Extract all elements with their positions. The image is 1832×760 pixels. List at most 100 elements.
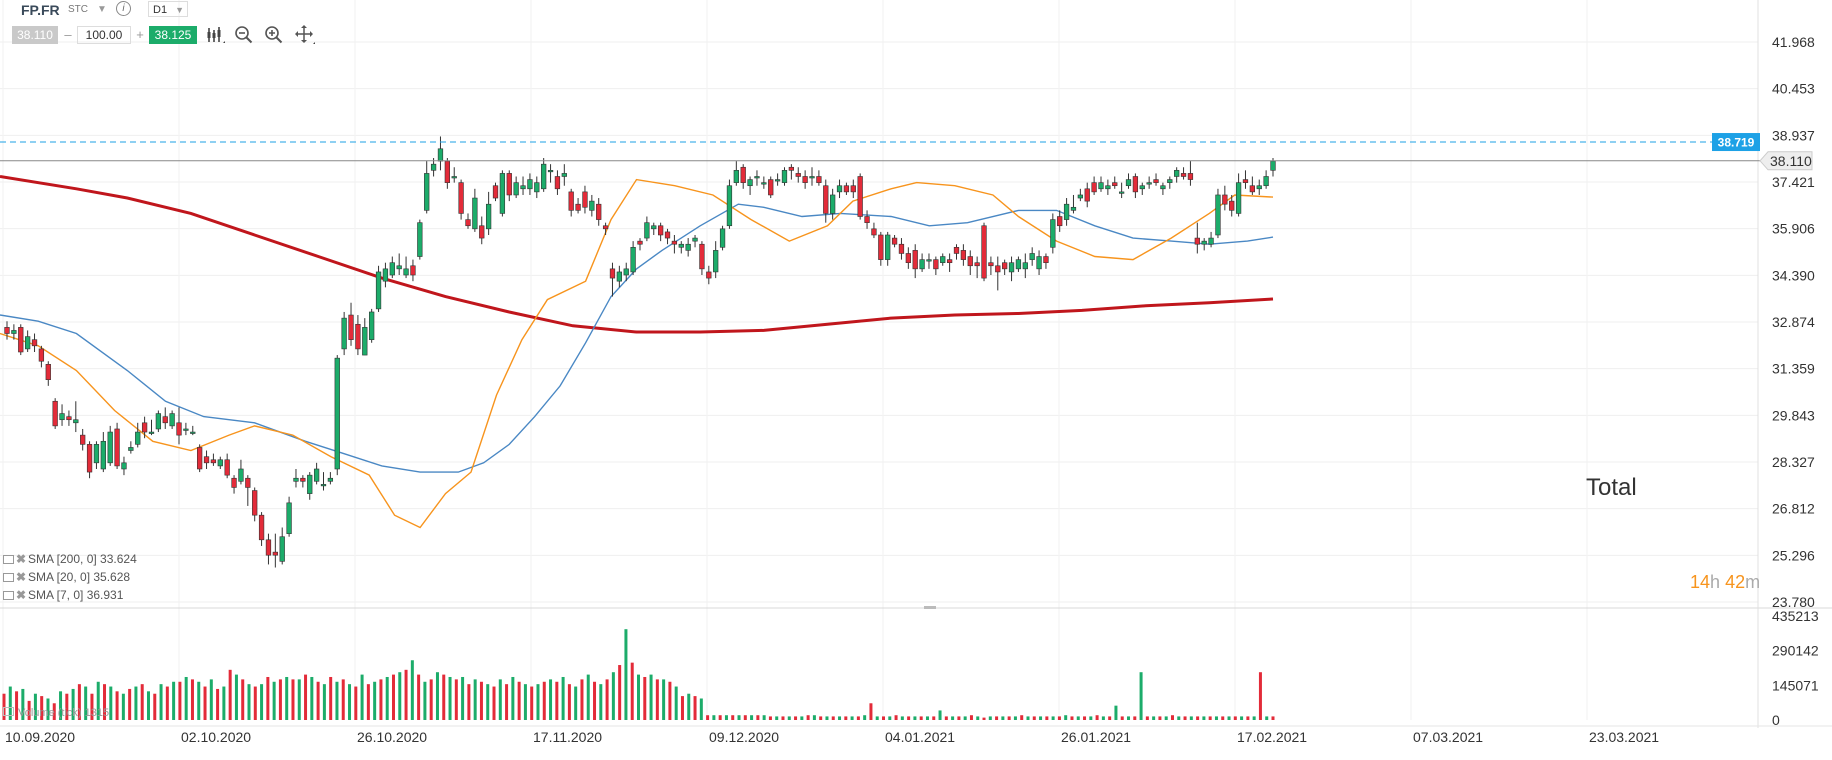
candle — [252, 487, 258, 522]
volume-bar — [567, 684, 571, 720]
volume-bar — [611, 672, 615, 720]
candle-body — [933, 259, 939, 270]
candle — [231, 475, 237, 494]
volume-bar — [1089, 716, 1093, 720]
volume-bar — [304, 674, 308, 720]
indicator-sma7[interactable]: ✖ SMA [7, 0] 36.931 — [3, 586, 137, 604]
candle — [513, 176, 519, 199]
candle-body — [520, 185, 526, 190]
candle — [258, 512, 265, 546]
settings-icon[interactable] — [3, 555, 14, 564]
candle-body — [1222, 194, 1228, 205]
symbol-label[interactable]: FP.FR — [21, 2, 60, 18]
volume-bar — [379, 679, 383, 720]
candle-body — [279, 536, 285, 562]
candle-body — [183, 428, 189, 431]
volume-bar — [134, 686, 138, 720]
sell-price-button[interactable]: 38.110 — [12, 26, 58, 44]
candle-body — [197, 447, 203, 470]
volume-bar — [662, 679, 666, 720]
close-icon[interactable]: ✖ — [16, 588, 27, 602]
candle — [444, 158, 450, 189]
settings-icon[interactable] — [3, 707, 14, 716]
candle — [678, 241, 684, 254]
indicator-sma20[interactable]: ✖ SMA [20, 0] 35.628 — [3, 568, 137, 586]
volume-bar — [1051, 716, 1055, 720]
volume-bar — [234, 674, 238, 720]
candle-body — [678, 243, 684, 248]
info-icon[interactable]: i — [116, 1, 131, 16]
volume-bar — [77, 684, 81, 720]
settings-icon[interactable] — [3, 573, 14, 582]
volume-bar — [354, 686, 358, 720]
candle-body — [424, 173, 430, 211]
chart-type-icon[interactable] — [205, 24, 227, 46]
candle-body — [1077, 194, 1083, 199]
candle — [73, 401, 79, 433]
candle — [754, 170, 760, 186]
candle — [238, 459, 244, 485]
decrease-quantity-button[interactable]: – — [64, 27, 72, 42]
zoom-out-icon[interactable] — [233, 24, 255, 46]
candle — [795, 167, 801, 183]
buy-price-button[interactable]: 38.125 — [149, 26, 197, 44]
date-tick-label: 10.09.2020 — [5, 729, 75, 745]
volume-bar — [492, 686, 496, 720]
date-tick-label: 23.03.2021 — [1589, 729, 1659, 745]
candle-body — [444, 160, 450, 183]
settings-icon[interactable] — [3, 591, 14, 600]
candle-body — [203, 456, 210, 464]
volume-bar — [957, 716, 961, 720]
candle — [1118, 182, 1125, 199]
price-axis: 41.968 40.453 38.937 37.421 35.906 34.390 32.8… — [1772, 34, 1815, 610]
candle-body — [953, 247, 960, 254]
candle-body — [1125, 179, 1132, 187]
candle — [871, 222, 877, 239]
volume-bar — [1170, 715, 1174, 720]
candle — [362, 318, 368, 356]
price-tick-label: 29.843 — [1772, 407, 1815, 423]
indicator-sma200[interactable]: ✖ SMA [200, 0] 33.624 — [3, 550, 137, 568]
candle — [100, 432, 106, 473]
candle-body — [18, 327, 24, 353]
candle-body — [1229, 200, 1235, 211]
candle — [272, 533, 278, 568]
price-tick-label: 32.874 — [1772, 314, 1815, 330]
volume-bar — [1252, 716, 1256, 720]
close-icon[interactable]: ✖ — [16, 552, 27, 566]
chevron-down-icon[interactable]: ▼ — [97, 4, 107, 15]
candle-body — [554, 176, 561, 190]
move-crosshair-icon[interactable] — [294, 24, 316, 46]
candle-body — [919, 259, 925, 270]
candle — [671, 234, 678, 254]
volume-legend[interactable]: Volume (tick) 1315 — [3, 707, 109, 719]
volume-bar — [856, 716, 860, 720]
candle-body — [410, 265, 416, 276]
candle — [197, 444, 203, 473]
volume-bar — [335, 681, 339, 720]
candle — [878, 231, 884, 266]
zoom-in-icon[interactable] — [263, 24, 285, 46]
candle — [568, 188, 574, 217]
volume-bar — [511, 676, 515, 720]
timeframe-select[interactable]: D1 ▼ — [148, 1, 188, 17]
source-label[interactable]: STC — [68, 4, 88, 15]
candle — [589, 194, 595, 217]
volume-bar — [800, 716, 804, 720]
close-icon[interactable]: ✖ — [16, 570, 27, 584]
increase-quantity-button[interactable]: + — [136, 27, 144, 42]
volume-bar — [115, 691, 119, 720]
candle — [547, 164, 554, 183]
volume-bar — [222, 686, 226, 720]
timer-minutes-unit: m — [1745, 572, 1761, 592]
candle-body — [596, 203, 602, 220]
candle-body — [761, 182, 767, 185]
volume-bar — [1214, 716, 1218, 720]
volume-bar — [1240, 716, 1244, 720]
candle-body — [644, 222, 650, 239]
quantity-input[interactable]: 100.00 — [77, 26, 131, 44]
pane-resize-handle — [924, 606, 936, 609]
candle — [307, 472, 313, 500]
